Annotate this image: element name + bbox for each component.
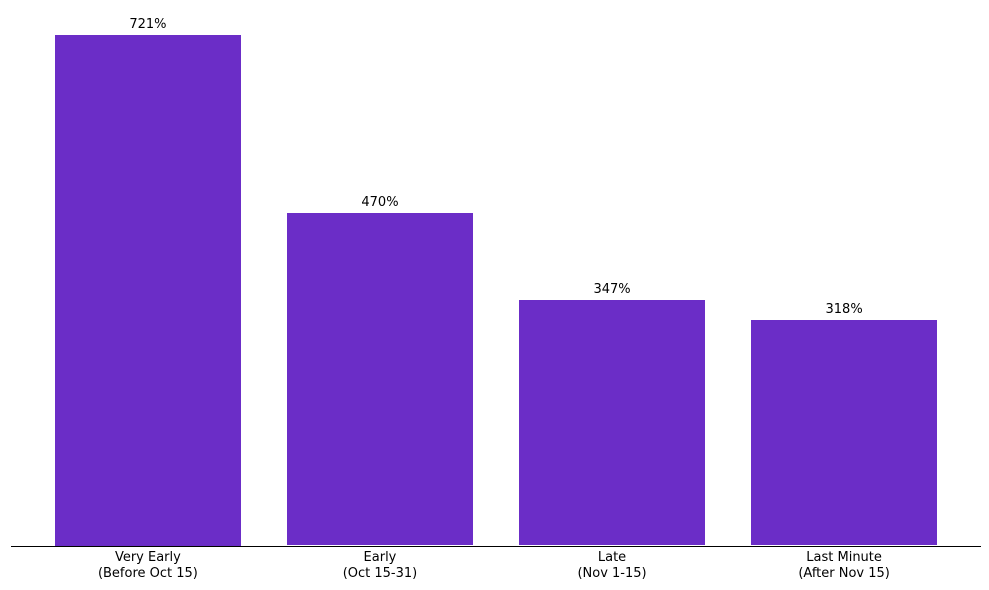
- x-tick-label: Very Early (Before Oct 15): [97, 549, 198, 582]
- x-tick-label: Last Minute (After Nov 15): [798, 549, 890, 582]
- bar-value-label: 470%: [361, 194, 399, 210]
- x-axis-line: [11, 545, 981, 547]
- x-tick-label: Early (Oct 15-31): [342, 549, 418, 582]
- bar: [287, 212, 473, 546]
- bar: [751, 320, 937, 546]
- bar-value-label: 318%: [825, 302, 863, 318]
- bar: [55, 35, 241, 546]
- bar-value-label: 721%: [129, 17, 167, 32]
- x-tick-label: Late (Nov 1-15): [577, 549, 647, 582]
- bar: [519, 299, 705, 546]
- bar-value-label: 347%: [593, 281, 631, 297]
